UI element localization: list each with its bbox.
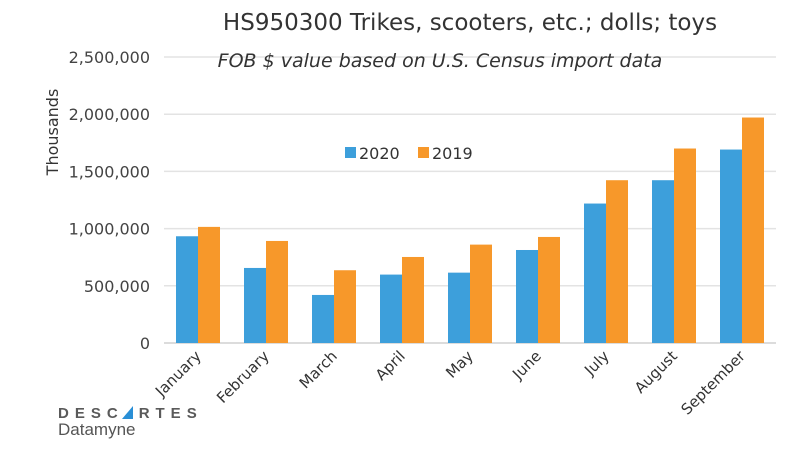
y-tick-label: 1,000,000: [69, 220, 150, 239]
bar-2020-january: [176, 236, 198, 343]
x-tick-label: April: [372, 347, 409, 384]
y-tick-labels: 0 500,000 1,000,000 1,500,000 2,000,000 2,500…: [69, 48, 150, 353]
legend-label-2020: 2020: [359, 144, 400, 163]
bar-2019-august: [674, 148, 696, 343]
bar-2020-september: [720, 149, 742, 343]
y-tick-label: 2,500,000: [69, 48, 150, 67]
legend-swatch-2019: [418, 147, 429, 158]
y-tick-label: 0: [140, 334, 150, 353]
x-tick-label: March: [296, 347, 341, 392]
bar-2020-august: [652, 180, 674, 343]
bar-2019-march: [334, 270, 356, 343]
chart-subtitle: FOB $ value based on U.S. Census import …: [218, 50, 663, 72]
y-axis-label: Thousands: [43, 89, 62, 177]
bars: [176, 117, 764, 343]
bar-2019-february: [266, 240, 288, 343]
bar-2019-september: [742, 117, 764, 343]
logo-triangle-icon: [121, 406, 133, 419]
bar-2020-july: [584, 203, 606, 343]
x-tick-label: February: [213, 347, 273, 407]
bar-2020-june: [516, 249, 538, 343]
bar-2019-june: [538, 236, 560, 343]
chart-title: HS950300 Trikes, scooters, etc.; dolls; …: [223, 10, 717, 36]
x-tick-label: July: [580, 347, 613, 380]
descartes-datamyne-logo: DESC RTES Datamyne: [58, 405, 203, 439]
bar-2020-may: [448, 272, 470, 343]
legend: 2020 2019: [345, 144, 473, 163]
bar-2020-february: [244, 267, 266, 343]
x-tick-label: September: [677, 347, 749, 419]
legend-swatch-2020: [345, 147, 356, 158]
x-tick-label: June: [508, 347, 545, 384]
bar-2019-may: [470, 244, 492, 343]
x-tick-label: August: [631, 347, 681, 397]
y-tick-label: 1,500,000: [69, 162, 150, 181]
x-tick-labels: January February March April May June July Augu…: [151, 347, 749, 419]
x-tick-label: January: [151, 347, 205, 401]
bar-2019-april: [402, 256, 424, 343]
y-tick-label: 500,000: [84, 277, 150, 296]
bar-2020-april: [380, 274, 402, 343]
bar-2019-july: [606, 180, 628, 343]
y-tick-label: 2,000,000: [69, 105, 150, 124]
bar-2019-january: [198, 226, 220, 343]
bar-2020-march: [312, 294, 334, 343]
x-tick-label: May: [442, 347, 477, 382]
legend-label-2019: 2019: [432, 144, 473, 163]
